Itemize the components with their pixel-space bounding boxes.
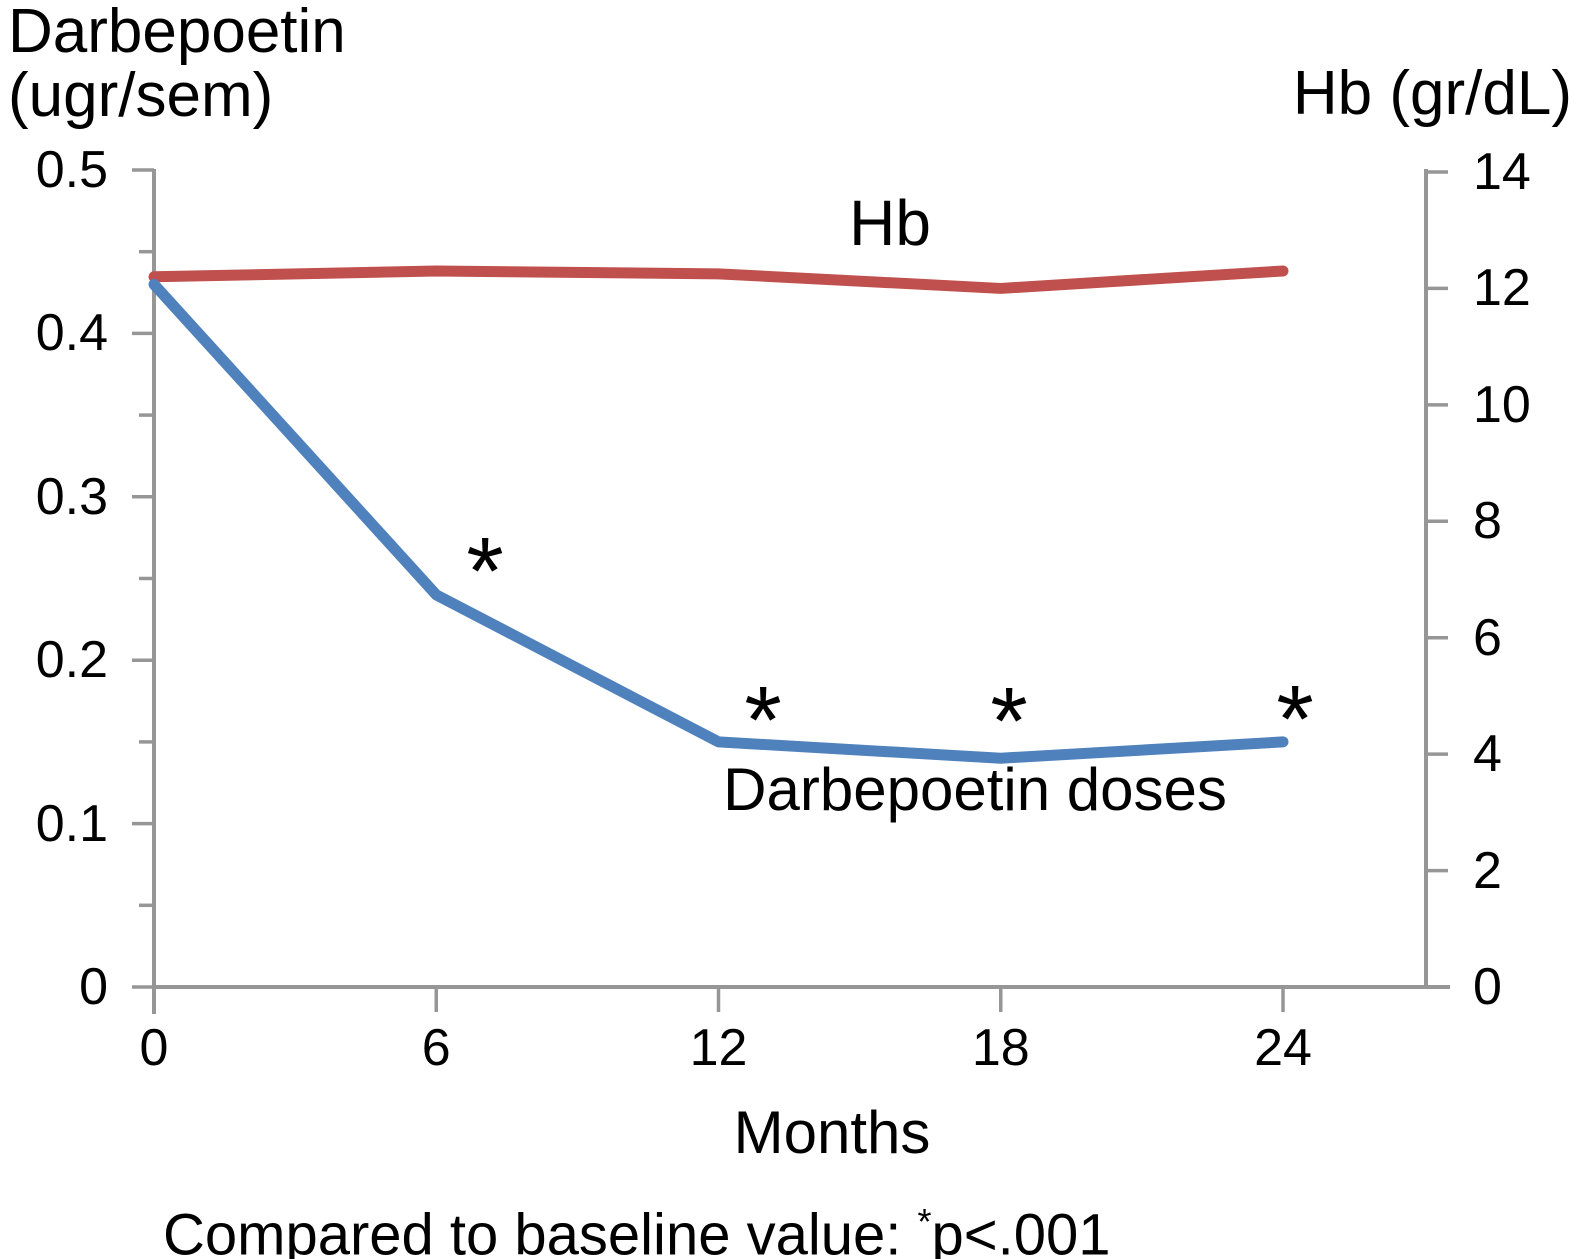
- caption-suffix: p<.001: [931, 1202, 1111, 1259]
- caption-prefix: Compared to baseline value:: [163, 1202, 918, 1259]
- left-axis-title-line2: (ugr/sem): [8, 61, 274, 130]
- significance-asterisk-month-12: *: [744, 667, 781, 774]
- x-axis-tick-label: 6: [421, 1019, 451, 1077]
- right-axis-tick-label: 14: [1473, 143, 1531, 201]
- right-axis-title: Hb (gr/dL): [1292, 59, 1572, 128]
- hb-line: [148, 265, 1289, 294]
- x-axis-tick-label: 24: [1254, 1019, 1312, 1077]
- right-axis-tick-label: 12: [1473, 259, 1531, 318]
- left-axis-title: Darbepoetin (ugr/sem): [8, 0, 346, 128]
- left-axis-title-line1: Darbepoetin: [8, 0, 346, 66]
- right-axis-tick-label: 4: [1473, 725, 1502, 784]
- left-axis-tick-label: 0: [79, 958, 108, 1016]
- significance-asterisk-month-6: *: [466, 518, 503, 625]
- x-axis-tick-label: 0: [139, 1019, 169, 1077]
- darbepoetin-series-label: Darbepoetin doses: [723, 756, 1227, 823]
- significance-caption: Compared to baseline value: *p<.001: [163, 1190, 1110, 1259]
- right-axis-tick-label: 8: [1473, 492, 1502, 551]
- right-axis-tick-label: 2: [1473, 841, 1502, 900]
- significance-asterisk-month-18: *: [990, 668, 1027, 775]
- caption-asterisk: *: [917, 1201, 932, 1242]
- darbepoetin-line: [148, 278, 1289, 764]
- x-axis-label: Months: [733, 1099, 931, 1166]
- left-axis-tick-label: 0.3: [35, 467, 108, 526]
- x-axis-tick-label: 18: [971, 1019, 1030, 1077]
- left-axis-tick-label: 0.2: [35, 631, 108, 690]
- significance-asterisk-month-24: *: [1276, 666, 1313, 773]
- right-axis-tick-label: 6: [1473, 608, 1502, 667]
- right-axis-tick-label: 10: [1473, 375, 1531, 434]
- right-axis-tick-label: 0: [1473, 958, 1502, 1016]
- hb-series-label: Hb: [849, 187, 931, 259]
- left-axis-tick-label: 0.4: [35, 304, 108, 363]
- x-axis-tick-label: 12: [689, 1019, 748, 1077]
- left-axis-tick-label: 0.5: [35, 141, 108, 199]
- left-axis-tick-label: 0.1: [35, 794, 108, 853]
